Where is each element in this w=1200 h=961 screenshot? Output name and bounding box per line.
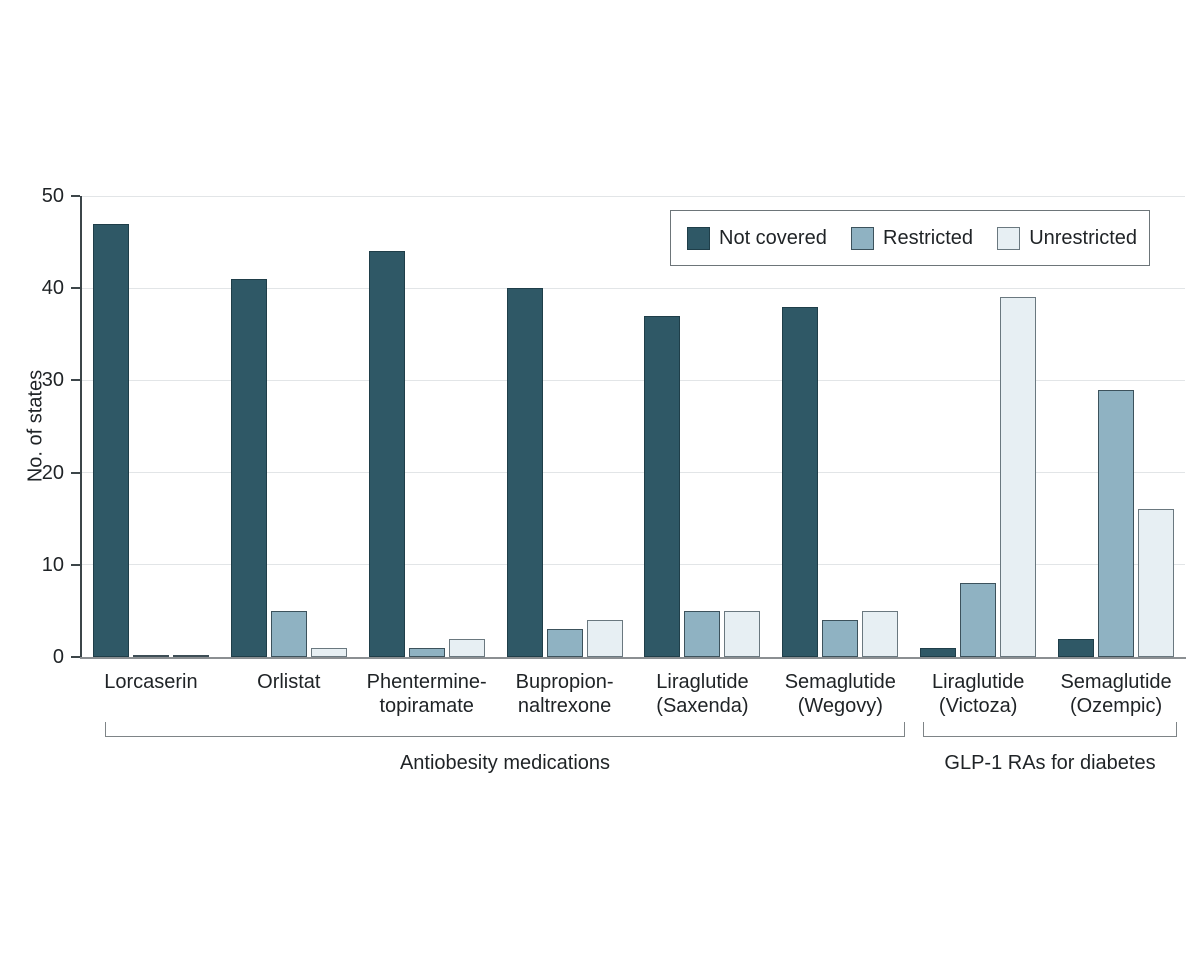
y-tick <box>71 195 80 197</box>
y-tick <box>71 287 80 290</box>
y-tick-label: 50 <box>41 185 64 207</box>
y-tick-label: 40 <box>41 277 64 300</box>
y-tick-label: 0 <box>52 646 64 668</box>
x-axis-line <box>80 657 1186 659</box>
bar-unrestricted <box>1138 509 1175 657</box>
category-label-orlistat: Orlistat <box>220 670 358 694</box>
group-bracket-glp-1-ras-for-diabetes <box>923 722 1177 737</box>
bar-group-bupropion-naltrexone <box>496 196 634 657</box>
category-label-line: Liraglutide <box>656 671 749 693</box>
y-tick <box>71 471 80 474</box>
bar-group-orlistat <box>220 196 358 657</box>
category-label-line: Liraglutide <box>932 671 1025 693</box>
legend-entry-unrestricted: Unrestricted <box>997 226 1137 250</box>
category-label-line: Lorcaserin <box>104 671 198 693</box>
bar-restricted <box>408 648 445 657</box>
group-bracket-label: Antiobesity medications <box>399 752 611 774</box>
y-tick <box>71 656 80 658</box>
plot-area: 0 10 20 30 40 50 <box>42 186 1186 667</box>
bar-group-liraglutide-saxenda <box>634 196 772 657</box>
y-tick-label: 20 <box>41 461 64 484</box>
legend-swatch-icon <box>851 226 874 250</box>
legend-label: Not covered <box>719 226 827 249</box>
gridline-20 <box>82 472 1185 474</box>
gridline-30 <box>82 379 1185 381</box>
bar-unrestricted <box>310 648 347 657</box>
y-tick <box>71 563 80 566</box>
category-label-lorcaserin: Lorcaserin <box>82 670 220 694</box>
bar-restricted <box>684 611 721 657</box>
category-label-line: Semaglutide <box>784 671 896 693</box>
legend-label: Unrestricted <box>1029 226 1137 249</box>
bar-not-covered <box>92 224 129 657</box>
y-axis-line <box>80 196 82 657</box>
bar-not-covered <box>1058 639 1095 657</box>
bar-group-semaglutide-wegovy <box>771 196 909 657</box>
group-bracket-antiobesity-medications <box>105 722 905 737</box>
legend-swatch-icon <box>997 226 1021 250</box>
bar-not-covered <box>506 288 543 657</box>
bar-unrestricted <box>172 655 209 657</box>
category-label-line: topiramate <box>379 695 474 717</box>
bar-restricted <box>546 629 583 657</box>
bar-group-lorcaserin <box>82 196 220 657</box>
bar-unrestricted <box>1000 297 1037 657</box>
bar-not-covered <box>920 648 957 657</box>
bar-restricted <box>270 611 307 657</box>
category-label-semaglutide-wegovy: Semaglutide (Wegovy) <box>771 670 909 718</box>
category-label-line: (Wegovy) <box>797 695 883 717</box>
gridline-50 <box>82 195 1185 197</box>
bar-unrestricted <box>862 611 899 657</box>
category-label-liraglutide-victoza: Liraglutide (Victoza) <box>909 670 1047 718</box>
bar-restricted <box>132 655 169 657</box>
category-label-line: Orlistat <box>257 671 321 693</box>
category-label-line: (Saxenda) <box>656 695 749 717</box>
legend: Not covered Restricted Unrestricted <box>670 210 1150 266</box>
legend-label: Restricted <box>883 226 974 249</box>
category-label-bupropion-naltrexone: Bupropion-naltrexone <box>496 670 634 718</box>
bar-restricted <box>960 583 997 657</box>
y-tick-label: 10 <box>41 553 64 576</box>
category-label-line: Phentermine- <box>366 671 487 693</box>
legend-entry-restricted: Restricted <box>851 226 974 250</box>
group-bracket-label: GLP-1 RAs for diabetes <box>944 752 1156 774</box>
bar-unrestricted <box>586 620 623 657</box>
y-tick-label: 30 <box>41 369 64 392</box>
bar-not-covered <box>368 251 405 657</box>
bar-restricted <box>822 620 859 657</box>
legend-swatch-icon <box>687 226 710 250</box>
category-label-line: (Ozempic) <box>1069 695 1163 717</box>
bar-unrestricted <box>448 639 485 657</box>
gridline-10 <box>82 564 1185 566</box>
category-label-phentermine-topiramate: Phentermine-topiramate <box>358 670 496 718</box>
bar-not-covered <box>782 307 819 657</box>
category-label-line: Semaglutide <box>1060 671 1172 693</box>
category-label-line: (Victoza) <box>938 695 1018 717</box>
gridline-40 <box>82 287 1185 289</box>
category-label-line: naltrexone <box>517 695 612 717</box>
category-label-liraglutide-saxenda: Liraglutide (Saxenda) <box>634 670 772 718</box>
category-label-semaglutide-ozempic: Semaglutide (Ozempic) <box>1047 670 1185 718</box>
bar-group-phentermine-topiramate <box>358 196 496 657</box>
bar-restricted <box>1098 390 1135 657</box>
bar-group-semaglutide-ozempic <box>1047 196 1185 657</box>
bar-not-covered <box>644 316 681 657</box>
y-tick <box>71 379 80 382</box>
bar-group-liraglutide-victoza <box>909 196 1047 657</box>
category-label-line: Bupropion- <box>515 671 614 693</box>
bar-unrestricted <box>724 611 761 657</box>
legend-entry-not-covered: Not covered <box>687 226 827 250</box>
bar-not-covered <box>230 279 267 657</box>
